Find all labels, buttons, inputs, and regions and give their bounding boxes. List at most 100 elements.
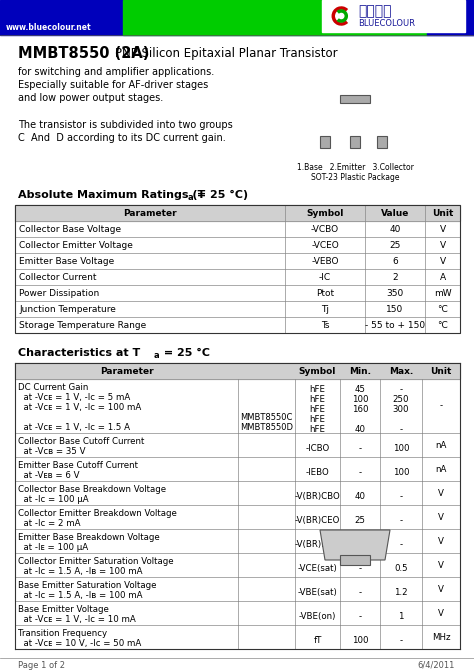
Text: -: - (358, 612, 362, 621)
Text: The transistor is subdivided into two groups: The transistor is subdivided into two gr… (18, 120, 233, 130)
Text: 40: 40 (355, 492, 365, 501)
Bar (427, 0, 474, 35)
Text: 6: 6 (357, 540, 363, 549)
Text: -ICBO: -ICBO (305, 444, 329, 453)
Text: Parameter: Parameter (100, 366, 153, 375)
Text: 2: 2 (392, 273, 398, 281)
Text: 45: 45 (355, 385, 365, 394)
Text: Symbol: Symbol (299, 366, 336, 375)
Text: Parameter: Parameter (123, 208, 177, 218)
Text: -V(BR)CBO: -V(BR)CBO (295, 492, 340, 501)
Text: at -Iᴄ = 1.5 A, -Iʙ = 100 mA: at -Iᴄ = 1.5 A, -Iʙ = 100 mA (18, 567, 143, 576)
Text: -VCE(sat): -VCE(sat) (298, 564, 337, 573)
Text: 蓝彩电子: 蓝彩电子 (358, 4, 392, 18)
Text: fT: fT (313, 636, 322, 645)
Text: 150: 150 (386, 304, 404, 314)
Text: at -Vᴄᴇ = 1 V, -Iᴄ = 5 mA: at -Vᴄᴇ = 1 V, -Iᴄ = 5 mA (18, 393, 130, 402)
Text: 25: 25 (389, 241, 401, 249)
Text: Transition Frequency: Transition Frequency (18, 629, 107, 638)
Text: DC Current Gain: DC Current Gain (18, 383, 88, 392)
Text: Characteristics at T: Characteristics at T (18, 348, 140, 358)
Text: 350: 350 (386, 289, 404, 297)
Text: Unit: Unit (430, 366, 452, 375)
Text: -: - (400, 516, 402, 525)
Text: = 25 °C): = 25 °C) (193, 190, 248, 200)
Text: 160: 160 (352, 405, 368, 414)
Bar (15, 205, 460, 333)
Bar (350, 136, 360, 148)
Text: Base Emitter Voltage: Base Emitter Voltage (18, 605, 109, 614)
Text: -: - (358, 564, 362, 573)
Text: Especially suitable for AF-driver stages: Especially suitable for AF-driver stages (18, 80, 208, 90)
Text: 100: 100 (352, 636, 368, 645)
Text: hFE: hFE (310, 405, 326, 414)
Text: -: - (358, 588, 362, 597)
Polygon shape (320, 530, 390, 560)
Bar (320, 136, 330, 148)
Text: hFE: hFE (310, 425, 326, 434)
Text: Collector Base Cutoff Current: Collector Base Cutoff Current (18, 437, 145, 446)
Text: -IEBO: -IEBO (306, 468, 329, 477)
Text: Unit: Unit (432, 208, 453, 218)
Text: 6: 6 (392, 257, 398, 265)
Text: at -Iᴄ = 1.5 A, -Iʙ = 100 mA: at -Iᴄ = 1.5 A, -Iʙ = 100 mA (18, 591, 143, 600)
Text: Base Emitter Saturation Voltage: Base Emitter Saturation Voltage (18, 581, 156, 590)
Text: -VCBO: -VCBO (311, 224, 339, 234)
Text: 25: 25 (355, 516, 365, 525)
Text: a: a (154, 350, 160, 360)
Text: -VCEO: -VCEO (311, 241, 339, 249)
Text: Storage Temperature Range: Storage Temperature Range (19, 320, 146, 330)
Text: 100: 100 (393, 468, 409, 477)
Text: Collector Base Voltage: Collector Base Voltage (19, 224, 121, 234)
Text: MMBT8550 (2A): MMBT8550 (2A) (18, 46, 149, 60)
Text: MHz: MHz (432, 632, 450, 641)
Bar (322, 0, 465, 32)
Text: PNP Silicon Epitaxial Planar Transistor: PNP Silicon Epitaxial Planar Transistor (115, 46, 337, 60)
Text: Junction Temperature: Junction Temperature (19, 304, 116, 314)
Text: C  And  D according to its DC current gain.: C And D according to its DC current gain… (18, 133, 226, 143)
Text: nA: nA (435, 464, 447, 474)
Text: Collector Emitter Voltage: Collector Emitter Voltage (19, 241, 133, 249)
Text: 1.Base   2.Emitter   3.Collector: 1.Base 2.Emitter 3.Collector (297, 163, 413, 172)
Text: V: V (438, 537, 444, 545)
Text: 40: 40 (389, 224, 401, 234)
Bar (340, 95, 370, 103)
Text: www.bluecolour.net: www.bluecolour.net (6, 23, 91, 33)
Text: Emitter Base Cutoff Current: Emitter Base Cutoff Current (18, 461, 138, 470)
Text: -VBE(sat): -VBE(sat) (298, 588, 337, 597)
Text: Ptot: Ptot (316, 289, 334, 297)
Text: Collector Current: Collector Current (19, 273, 97, 281)
Text: °C: °C (437, 320, 448, 330)
Text: at -Iᴄ = 2 mA: at -Iᴄ = 2 mA (18, 519, 81, 528)
Text: a: a (188, 192, 193, 202)
Text: 100: 100 (352, 395, 368, 404)
Text: mW: mW (434, 289, 451, 297)
Text: -IC: -IC (319, 273, 331, 281)
Text: V: V (438, 561, 444, 570)
Text: Max.: Max. (389, 366, 413, 375)
Text: 40: 40 (355, 425, 365, 434)
Text: -: - (400, 540, 402, 549)
Text: Collector Emitter Breakdown Voltage: Collector Emitter Breakdown Voltage (18, 509, 177, 518)
Bar (15, 205, 460, 221)
Text: -V(BR)CEO: -V(BR)CEO (295, 516, 340, 525)
Text: hFE: hFE (310, 415, 326, 424)
Text: at -Iᴄ = 100 μA: at -Iᴄ = 100 μA (18, 495, 89, 504)
Bar (15, 363, 460, 379)
Text: and low power output stages.: and low power output stages. (18, 93, 163, 103)
Text: -: - (358, 444, 362, 453)
Bar (377, 136, 387, 148)
Text: V: V (438, 584, 444, 594)
Text: Symbol: Symbol (306, 208, 344, 218)
Text: A: A (439, 273, 446, 281)
Text: -V(BR)EBO: -V(BR)EBO (295, 540, 340, 549)
Text: SOT-23 Plastic Package: SOT-23 Plastic Package (311, 174, 399, 182)
Text: at -Vᴄᴇ = 1 V, -Iᴄ = 100 mA: at -Vᴄᴇ = 1 V, -Iᴄ = 100 mA (18, 403, 141, 412)
Text: -: - (400, 636, 402, 645)
Text: V: V (438, 488, 444, 498)
Text: -VBE(on): -VBE(on) (299, 612, 336, 621)
Text: -: - (358, 468, 362, 477)
Text: Power Dissipation: Power Dissipation (19, 289, 99, 297)
Text: MMBT8550D: MMBT8550D (240, 423, 293, 432)
Text: at -Vᴄᴇ = 1 V, -Iᴄ = 10 mA: at -Vᴄᴇ = 1 V, -Iᴄ = 10 mA (18, 615, 136, 624)
